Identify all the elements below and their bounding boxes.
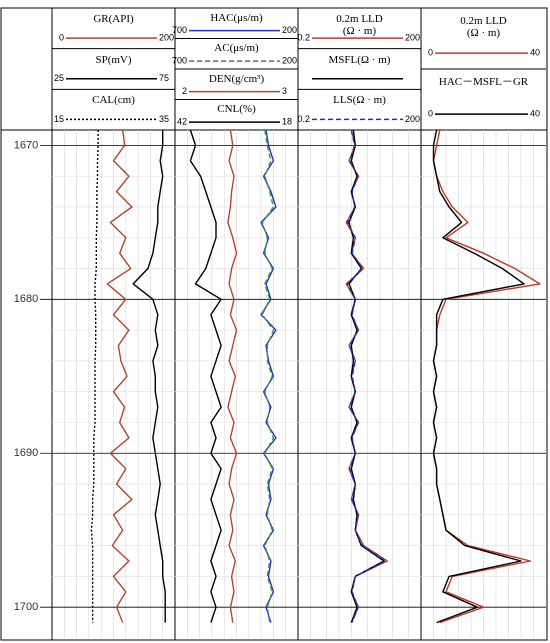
scale-min: 700 (172, 25, 187, 35)
frame (0, 7, 548, 641)
legend-label: CAL(cm) (92, 94, 135, 107)
legend-label: HAC－MSFL－GR (438, 76, 529, 89)
scale-max: 3 (282, 86, 287, 96)
scale-min: 25 (54, 73, 64, 83)
scale-min: 0 (59, 32, 64, 42)
legend-label: MSFL(Ω · m) (328, 53, 391, 66)
scale-max: 40 (530, 48, 540, 58)
legend-label: GR(API) (93, 12, 134, 25)
scale-max: 200 (405, 114, 420, 124)
scale-min: 42 (177, 116, 187, 126)
log-curve (348, 129, 385, 623)
log-curve (132, 130, 166, 623)
log-curve (106, 129, 133, 623)
log-curve (189, 129, 222, 623)
scale-max: 75 (159, 73, 169, 83)
depth-label: 1700 (14, 601, 38, 613)
scale-max: 35 (159, 114, 169, 124)
scale-min: 700 (172, 55, 187, 65)
scale-min: 0.2 (297, 32, 310, 42)
legend-label: 0.2m LLD (Ω · m) (336, 12, 383, 37)
depth-label: 1680 (14, 293, 38, 305)
scale-max: 18 (282, 116, 292, 126)
log-curve (432, 129, 525, 624)
scale-max: 200 (159, 32, 174, 42)
log-curve (346, 129, 387, 623)
scale-min: 0 (428, 109, 433, 119)
legend-label: CNL(%) (217, 103, 256, 116)
log-curve (261, 129, 275, 623)
legend-label: 0.2m LLD (Ω · m) (460, 15, 507, 40)
legend-label: HAC(μs/m) (210, 11, 263, 24)
log-curve (90, 130, 99, 623)
scale-max: 200 (405, 32, 420, 42)
scale-min: 2 (182, 86, 187, 96)
legend-label: LLS(Ω · m) (333, 94, 386, 107)
legend-label: AC(μs/m) (214, 42, 259, 55)
scale-max: 200 (282, 55, 297, 65)
legend-label: SP(mV) (95, 53, 132, 66)
depth-label: 1690 (14, 447, 38, 459)
scale-min: 0.2 (297, 114, 310, 124)
scale-max: 200 (282, 25, 297, 35)
log-curve (227, 129, 238, 623)
depth-label: 1670 (14, 139, 38, 151)
scale-min: 15 (54, 114, 64, 124)
legend-label: DEN(g/cm³) (208, 72, 265, 85)
scale-max: 40 (530, 109, 540, 119)
scale-min: 0 (428, 48, 433, 58)
log-curve (432, 129, 541, 624)
